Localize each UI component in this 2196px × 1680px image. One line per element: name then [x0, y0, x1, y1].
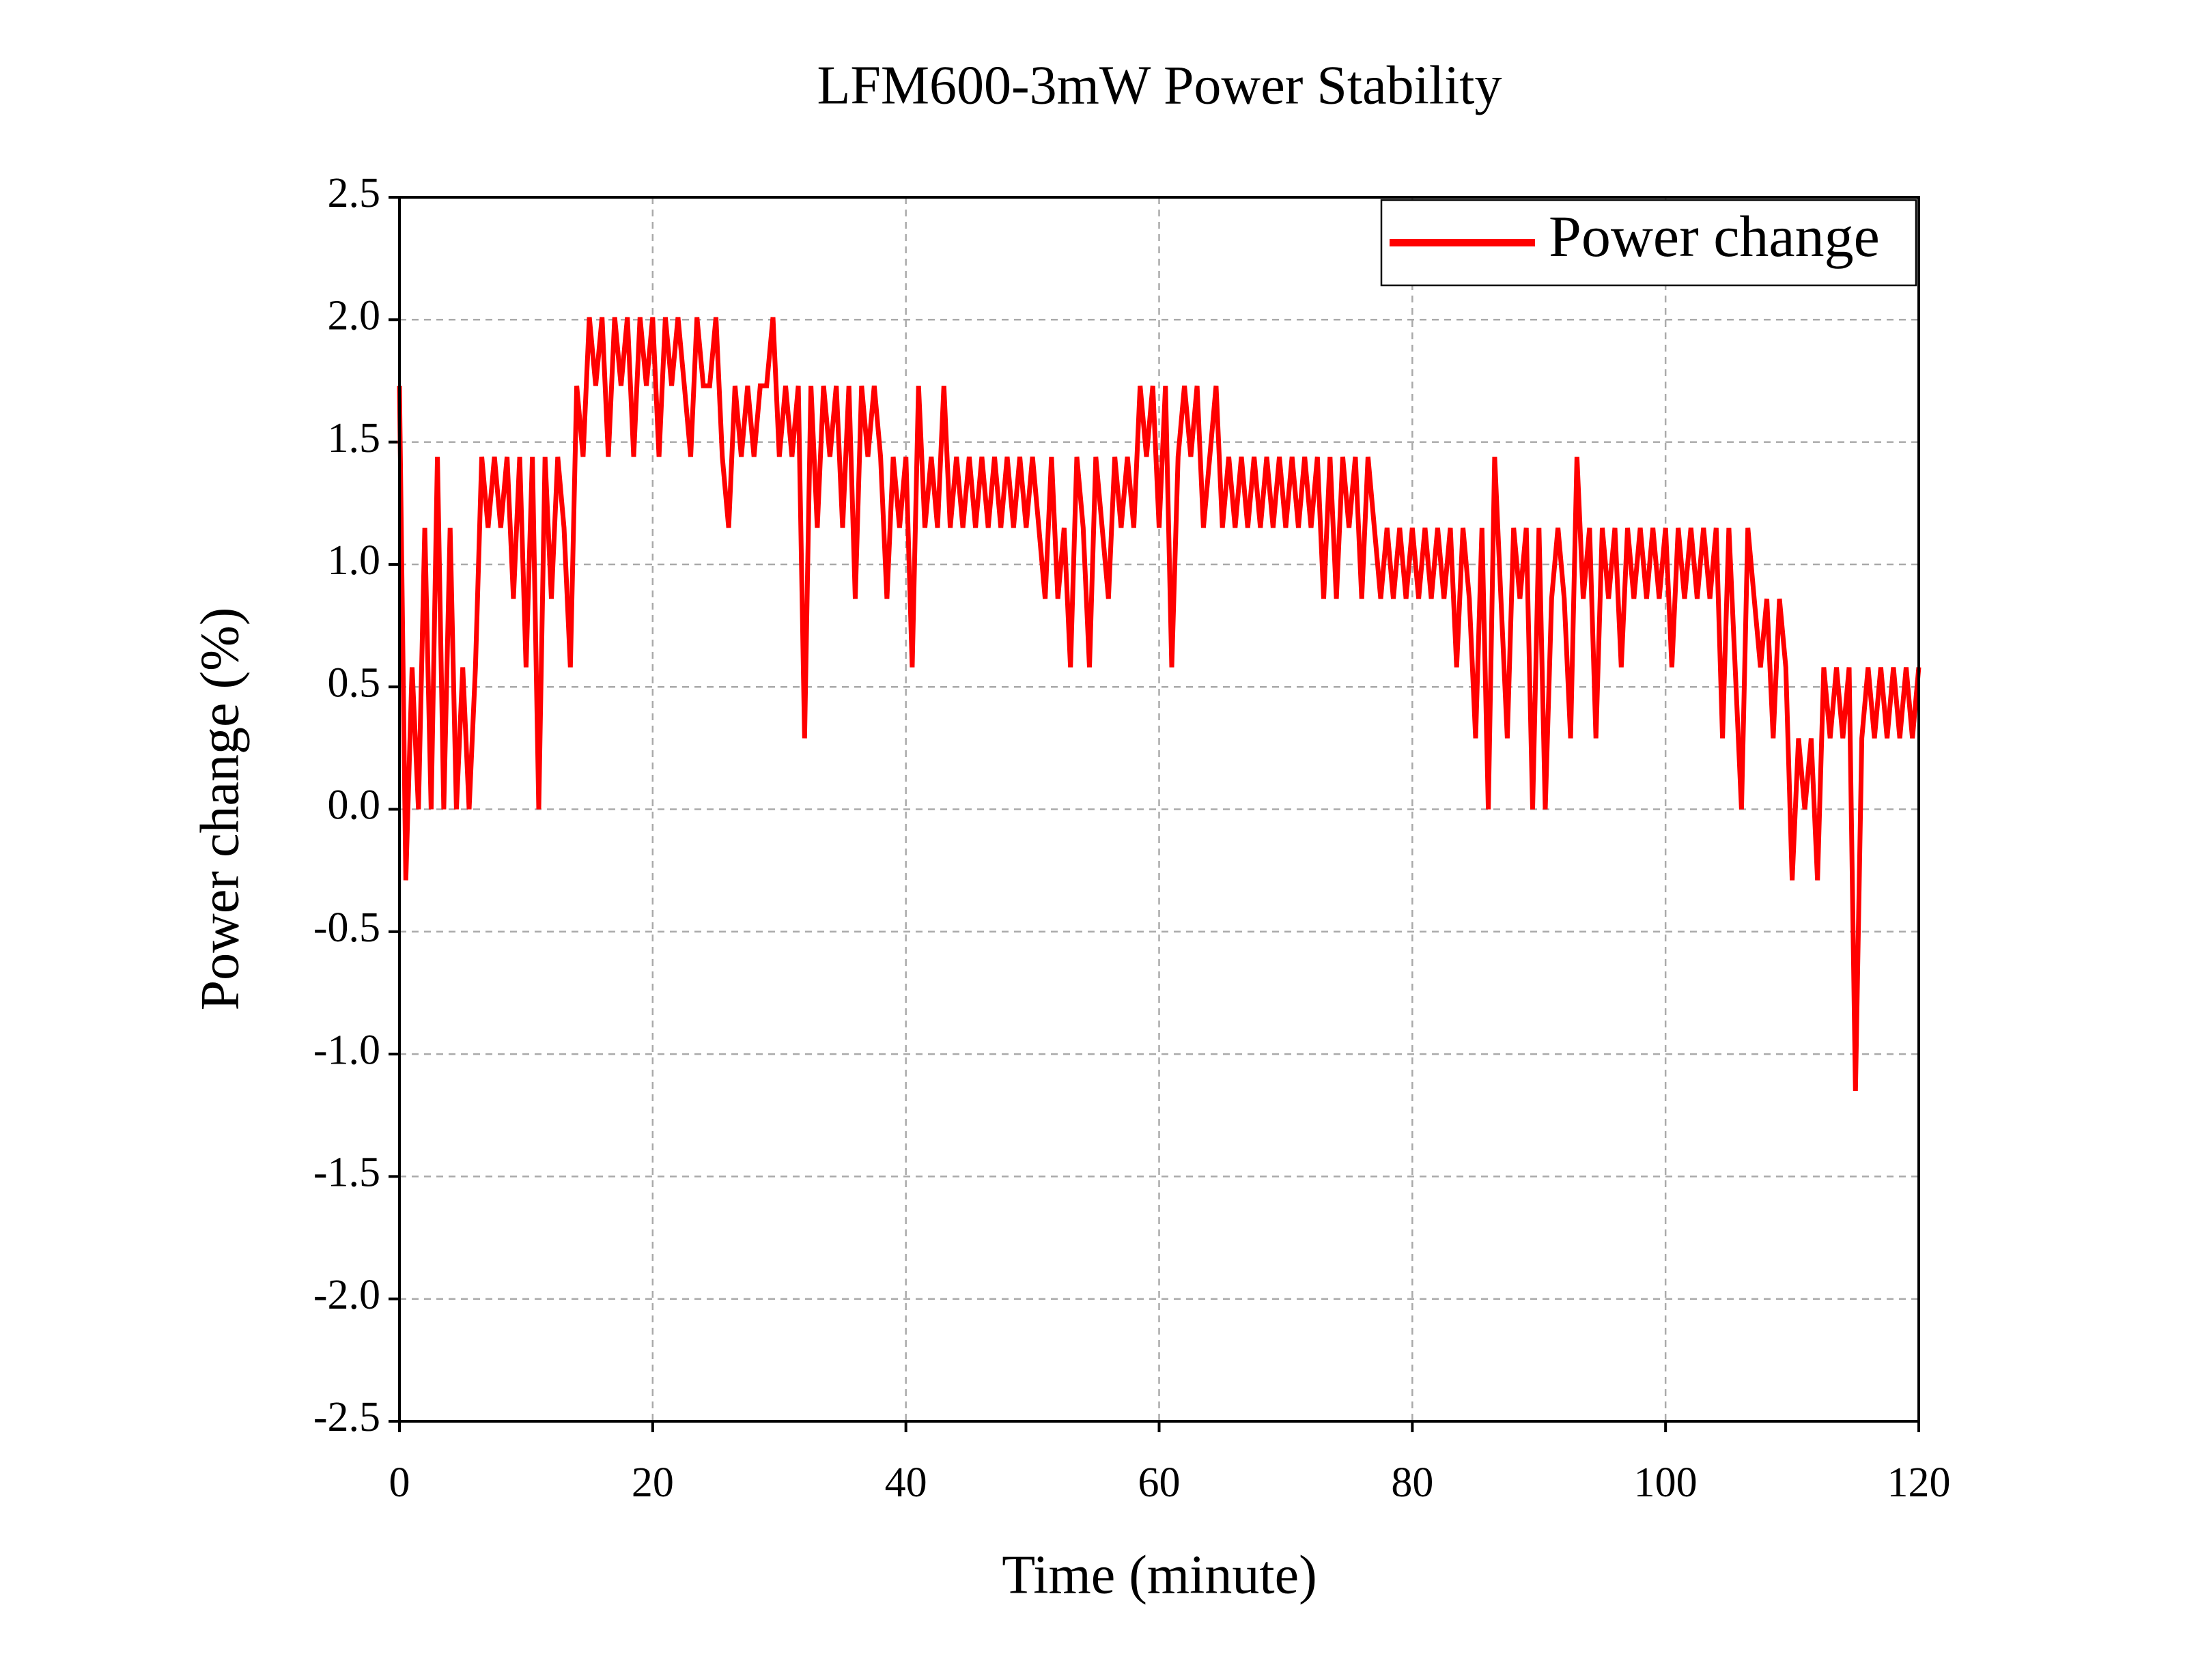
- legend-label: Power change: [1549, 203, 1880, 269]
- y-tick-label: 1.5: [328, 415, 381, 461]
- plot-frame: [398, 196, 1920, 1423]
- y-axis-label: Power change (%): [190, 608, 250, 1011]
- x-tick-label: 120: [1887, 1460, 1951, 1506]
- x-tick-label: 80: [1391, 1460, 1433, 1506]
- x-axis-label: Time (minute): [1002, 1545, 1317, 1605]
- y-tick-label: 2.5: [328, 170, 381, 216]
- y-tick-label: -2.5: [313, 1394, 380, 1440]
- y-tick-label: 0.5: [328, 659, 381, 706]
- x-tick-label: 60: [1138, 1460, 1181, 1506]
- y-tick-label: -1.5: [313, 1150, 380, 1196]
- y-tick-label: 2.0: [328, 293, 381, 339]
- chart-title: LFM600-3mW Power Stability: [817, 55, 1502, 115]
- y-tick-label: 0.0: [328, 782, 381, 829]
- x-tick-label: 100: [1634, 1460, 1698, 1506]
- x-tick-label: 40: [885, 1460, 927, 1506]
- y-tick-label: -2.0: [313, 1272, 380, 1318]
- y-tick-label: -1.0: [313, 1027, 380, 1073]
- data-line: [397, 317, 1922, 1091]
- x-tick-label: 20: [632, 1460, 674, 1506]
- y-tick-label: -0.5: [313, 905, 380, 951]
- x-tick-label: 0: [389, 1460, 410, 1506]
- y-tick-label: 1.0: [328, 537, 381, 584]
